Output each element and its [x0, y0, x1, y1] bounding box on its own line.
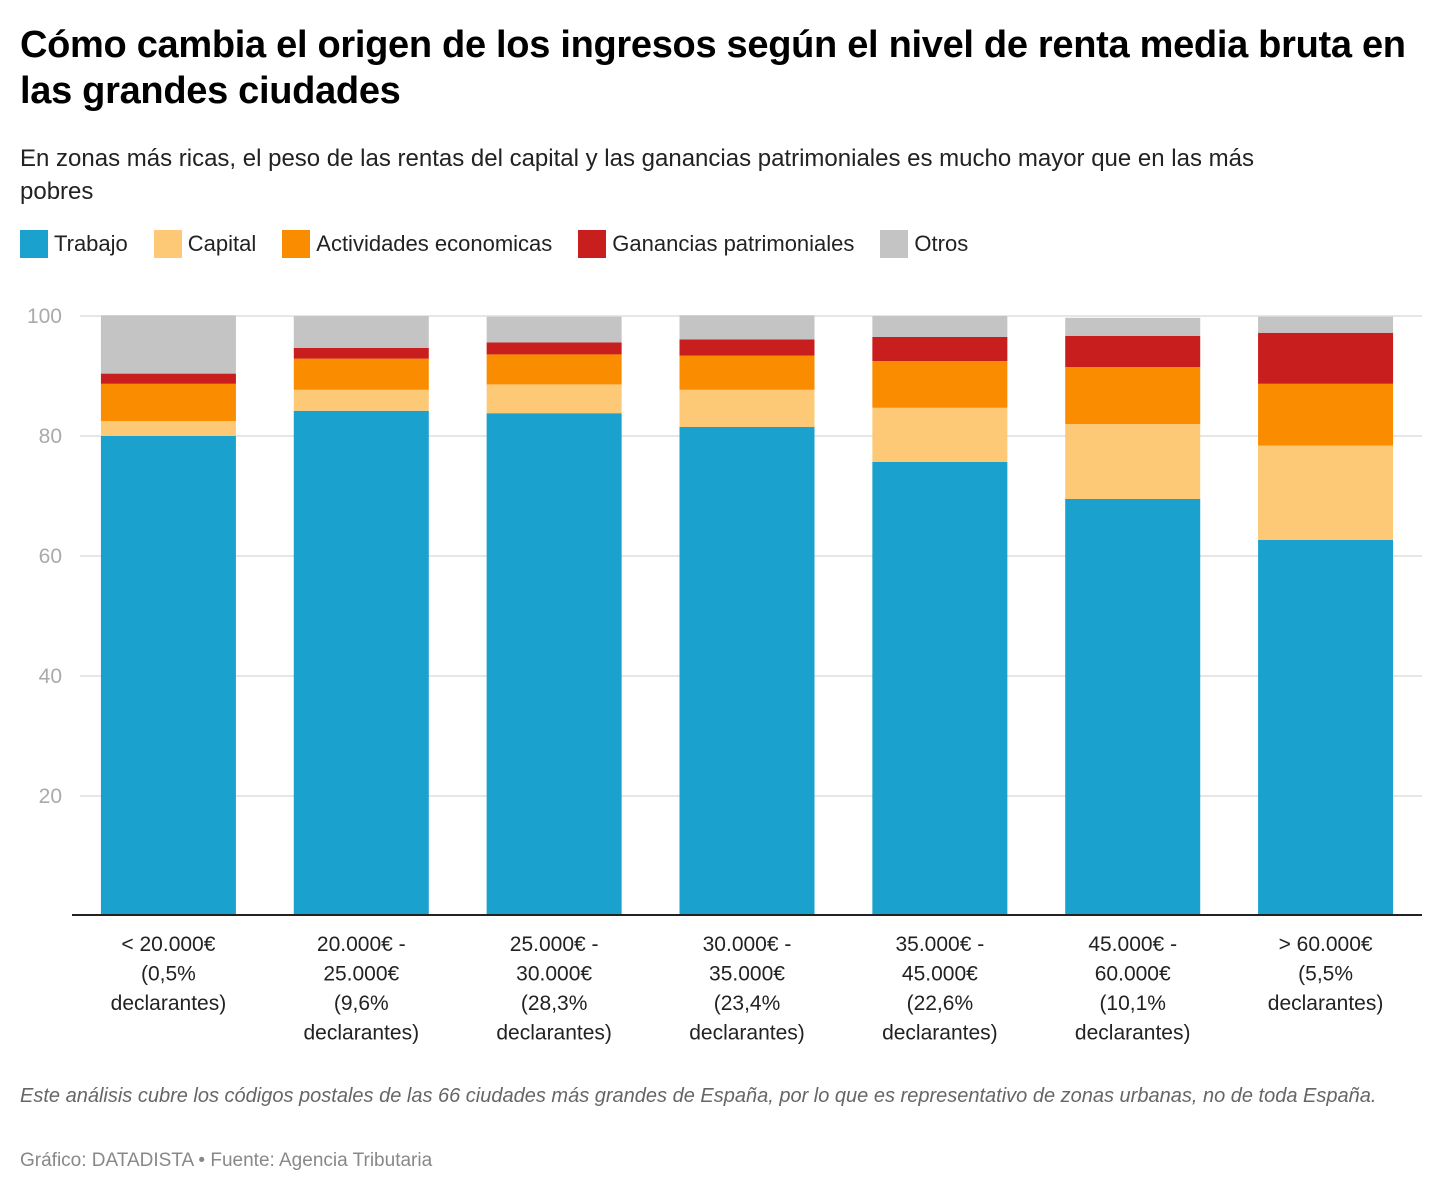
x-tick-label: declarantes) [1075, 1022, 1191, 1045]
bar-segment-otros [293, 316, 429, 348]
x-tick-label: declarantes) [882, 1022, 998, 1045]
y-tick-label: 80 [39, 425, 62, 448]
legend-label-trabajo: Trabajo [54, 231, 128, 256]
bar-segment-actividades-economicas [293, 358, 429, 390]
bar-segment-otros [679, 315, 815, 340]
legend-label-capital: Capital [187, 231, 257, 256]
x-tick-label: (5,5% [1298, 963, 1353, 986]
bar-segment-capital [100, 421, 236, 436]
x-tick-label: (23,4% [714, 992, 781, 1015]
stacked-bar-chart: 20 40 60 80 100 < 20.000€ (0,5% declarantes) 20.… [27, 305, 1422, 1045]
x-tick-label: 30.000€ - [703, 933, 792, 956]
bar-segment-capital [486, 384, 622, 414]
legend-item-trabajo: Trabajo [20, 230, 128, 258]
legend-swatch-otros [880, 230, 909, 258]
x-tick-label: declarantes) [111, 992, 227, 1015]
x-tick-label: 25.000€ - [510, 933, 599, 956]
bar-segment-otros [872, 316, 1008, 337]
y-tick-label: 60 [39, 545, 62, 568]
bar-segment-otros [1258, 316, 1394, 333]
bar-segment-capital [1065, 424, 1201, 499]
x-tick-label: 45.000€ - [1088, 933, 1177, 956]
legend-label-ganancias: Ganancias patrimoniales [612, 231, 855, 256]
x-tick-label: (0,5% [141, 963, 196, 986]
legend-swatch-actividades [282, 230, 311, 258]
x-tick-label: 20.000€ - [317, 933, 406, 956]
bar-segment-ganancias-patrimoniales [679, 339, 815, 356]
chart-subtitle: En zonas más ricas, el peso de las renta… [20, 145, 1254, 205]
x-tick-label: declarantes) [689, 1022, 805, 1045]
bar-segment-ganancias-patrimoniales [293, 347, 429, 359]
x-tick-label: < 20.000€ [121, 933, 215, 956]
bar-segment-trabajo [679, 427, 815, 916]
x-tick-label: 35.000€ [709, 963, 785, 986]
x-tick-label: (28,3% [521, 992, 588, 1015]
bar-segment-actividades-economicas [1258, 383, 1394, 446]
y-tick-label: 20 [39, 785, 62, 808]
bar-segment-actividades-economicas [872, 361, 1008, 408]
bar-segment-ganancias-patrimoniales [486, 342, 622, 355]
bar-segment-trabajo [293, 410, 429, 916]
x-tick-label: 35.000€ - [895, 933, 984, 956]
bar-segment-trabajo [486, 413, 622, 916]
bar-segment-actividades-economicas [1065, 367, 1201, 424]
y-tick-label: 100 [27, 305, 62, 328]
bar-segment-actividades-economicas [679, 355, 815, 390]
bar-segment-actividades-economicas [100, 383, 236, 421]
bar-segment-capital [1258, 445, 1394, 540]
bar-segment-capital [872, 407, 1008, 462]
legend-item-capital: Capital [153, 230, 257, 258]
x-tick-label: 45.000€ [902, 963, 978, 986]
bar-segment-capital [679, 389, 815, 427]
bar-segment-otros [100, 315, 236, 374]
legend-label-actividades: Actividades economicas [316, 231, 553, 256]
bar-segment-otros [486, 316, 622, 343]
x-tick-label: declarantes) [496, 1022, 612, 1045]
bar-segment-trabajo [100, 436, 236, 916]
chart-title: Cómo cambia el origen de los ingresos se… [20, 24, 1406, 112]
source-credit: Gráfico: DATADISTA • Fuente: Agencia Tri… [20, 1150, 433, 1171]
bar-segment-capital [293, 389, 429, 411]
x-tick-label: declarantes) [1268, 992, 1384, 1015]
legend-swatch-ganancias [578, 230, 607, 258]
legend-label-otros: Otros [914, 231, 969, 256]
legend: Trabajo Capital Actividades economicas G… [20, 230, 994, 258]
x-tick-label: 30.000€ [516, 963, 592, 986]
legend-item-actividades: Actividades economicas [282, 230, 552, 258]
bar-segment-trabajo [872, 461, 1008, 916]
legend-item-otros: Otros [880, 230, 968, 258]
x-tick-label: 60.000€ [1095, 963, 1171, 986]
bar-segment-ganancias-patrimoniales [872, 337, 1008, 361]
legend-item-ganancias: Ganancias patrimoniales [578, 230, 854, 258]
x-tick-label: (22,6% [907, 992, 974, 1015]
legend-swatch-capital [153, 230, 182, 258]
bar-segment-trabajo [1065, 499, 1201, 916]
bar-segment-otros [1065, 317, 1201, 336]
footer-note: Este análisis cubre los códigos postales… [20, 1085, 1377, 1107]
x-tick-label: > 60.000€ [1279, 933, 1373, 956]
y-tick-label: 40 [39, 665, 62, 688]
bar-segment-ganancias-patrimoniales [100, 373, 236, 384]
bar-segment-trabajo [1258, 539, 1394, 916]
x-tick-label: 25.000€ [323, 963, 399, 986]
bar-segment-ganancias-patrimoniales [1258, 332, 1394, 384]
x-tick-label: declarantes) [304, 1022, 420, 1045]
x-tick-label: (10,1% [1099, 992, 1166, 1015]
x-tick-label: (9,6% [334, 992, 389, 1015]
bar-segment-actividades-economicas [486, 354, 622, 385]
legend-swatch-trabajo [20, 230, 48, 258]
bar-segment-ganancias-patrimoniales [1065, 335, 1201, 367]
